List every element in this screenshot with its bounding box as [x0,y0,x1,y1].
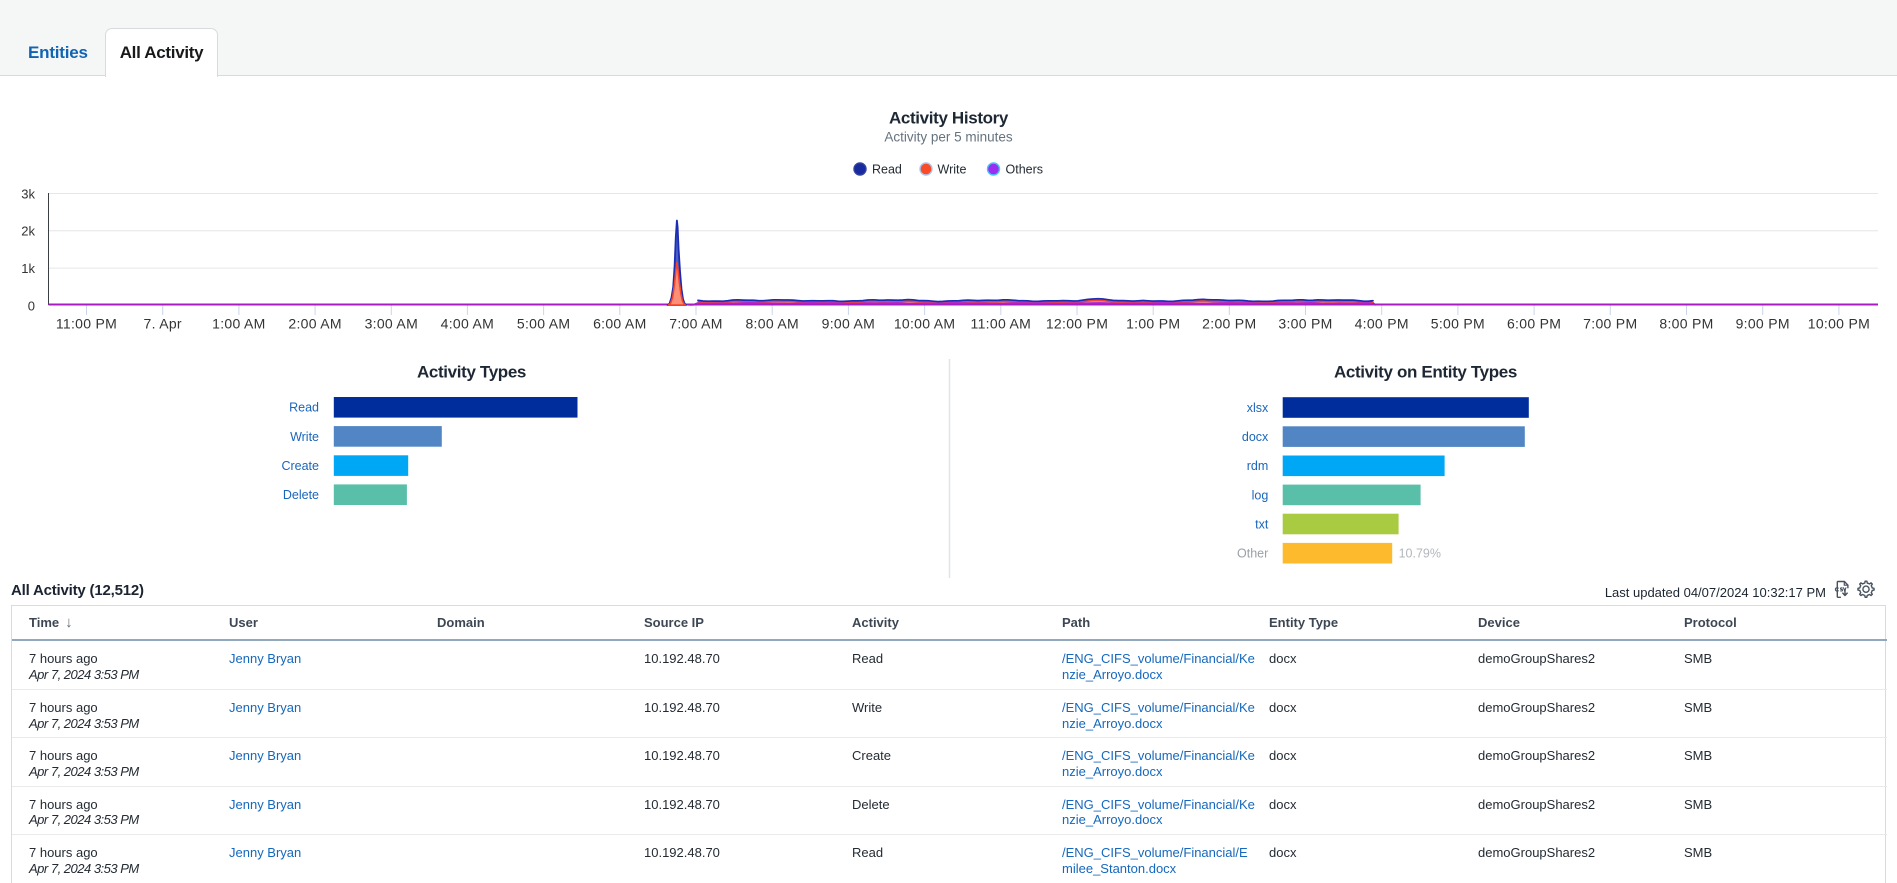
svg-text:Write: Write [938,163,967,177]
svg-text:Create: Create [281,459,319,473]
svg-text:Read: Read [289,401,319,415]
svg-text:3:00 PM: 3:00 PM [1278,316,1332,332]
svg-text:log: log [1252,488,1269,502]
svg-text:txt: txt [1255,517,1269,531]
svg-text:Activity per 5 minutes: Activity per 5 minutes [884,130,1013,145]
svg-text:9:00 PM: 9:00 PM [1736,316,1790,332]
svg-text:10:00 AM: 10:00 AM [894,316,956,332]
svg-text:6:00 PM: 6:00 PM [1507,316,1561,332]
svg-text:5:00 PM: 5:00 PM [1431,316,1485,332]
svg-text:6:00 AM: 6:00 AM [593,316,646,332]
svg-text:2:00 PM: 2:00 PM [1202,316,1256,332]
svg-text:1:00 PM: 1:00 PM [1126,316,1180,332]
svg-text:2k: 2k [21,224,35,239]
svg-text:8:00 PM: 8:00 PM [1659,316,1713,332]
svg-text:9:00 AM: 9:00 AM [822,316,875,332]
svg-text:Activity on Entity Types: Activity on Entity Types [1334,363,1517,382]
svg-text:11:00 AM: 11:00 AM [971,316,1032,332]
svg-text:Others: Others [1006,163,1044,177]
svg-text:Other: Other [1237,547,1268,561]
svg-text:7:00 AM: 7:00 AM [669,316,722,332]
svg-text:10:00 PM: 10:00 PM [1808,316,1870,332]
svg-text:1:00 AM: 1:00 AM [212,316,265,332]
svg-text:xlsx: xlsx [1247,401,1269,415]
svg-text:Read: Read [872,163,902,177]
svg-text:4:00 AM: 4:00 AM [441,316,494,332]
svg-text:3:00 AM: 3:00 AM [365,316,418,332]
svg-text:Write: Write [290,430,319,444]
svg-text:rdm: rdm [1247,459,1269,473]
svg-text:1k: 1k [21,261,35,276]
svg-text:2:00 AM: 2:00 AM [288,316,341,332]
svg-text:Delete: Delete [283,488,319,502]
svg-text:Activity History: Activity History [889,109,1009,128]
svg-text:8:00 AM: 8:00 AM [745,316,798,332]
svg-text:7. Apr: 7. Apr [144,316,182,332]
svg-text:3k: 3k [21,186,35,201]
svg-text:4:00 PM: 4:00 PM [1355,316,1409,332]
svg-text:5:00 AM: 5:00 AM [517,316,570,332]
svg-text:docx: docx [1242,430,1269,444]
svg-text:0: 0 [28,298,35,313]
svg-text:12:00 PM: 12:00 PM [1046,316,1108,332]
svg-text:7:00 PM: 7:00 PM [1583,316,1637,332]
svg-text:Activity Types: Activity Types [417,363,526,382]
svg-text:10.79%: 10.79% [1399,546,1441,560]
svg-text:11:00 PM: 11:00 PM [56,316,117,332]
